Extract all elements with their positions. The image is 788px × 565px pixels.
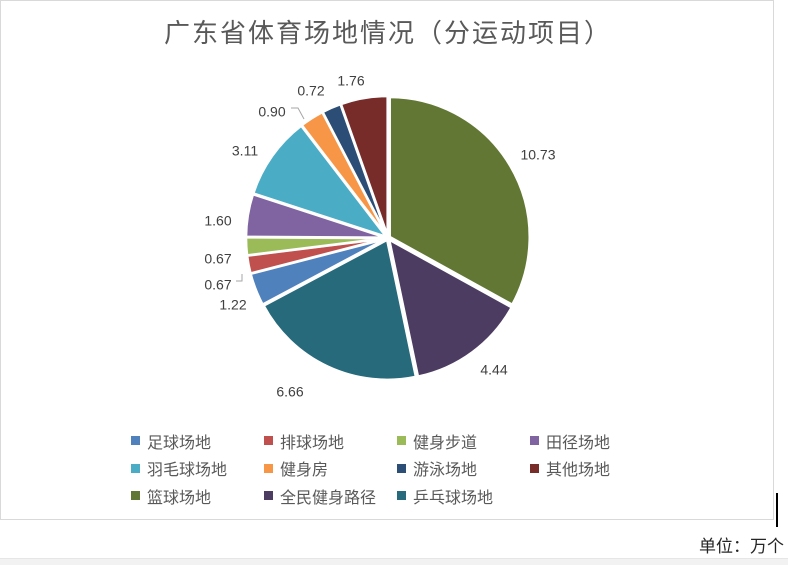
- pie-chart[interactable]: 10.73 4.44 6.66 1.22 0.67 0.67 1.60 3.11 0.90 0.7…: [1, 1, 775, 521]
- legend-row: 篮球场地 全民健身路径 乒乓球场地: [131, 482, 691, 510]
- legend-item[interactable]: 全民健身路径: [264, 484, 397, 508]
- leader-line: [291, 107, 305, 120]
- data-label: 4.44: [480, 362, 507, 378]
- legend-label: 健身房: [280, 460, 329, 480]
- legend-swatch-icon: [131, 491, 140, 501]
- status-strip: [0, 558, 788, 565]
- data-labels: 10.73 4.44 6.66 1.22 0.67 0.67 1.60 3.11 0.90 0.7…: [204, 73, 555, 400]
- data-label: 0.90: [258, 104, 285, 120]
- legend-item[interactable]: 其他场地: [530, 456, 663, 480]
- pie-slice-羽毛球场地[interactable]: [252, 124, 388, 239]
- legend-swatch-icon: [131, 463, 140, 473]
- data-label: 10.73: [520, 147, 555, 163]
- data-label: 6.66: [276, 384, 303, 400]
- legend-swatch-icon: [530, 436, 539, 446]
- legend-swatch-icon: [264, 491, 273, 501]
- legend-row: 足球场地 排球场地 健身步道 田径场地: [131, 427, 691, 455]
- legend-item[interactable]: 健身房: [264, 456, 397, 480]
- pie-slices: [244, 94, 531, 382]
- pie-slice-其他场地[interactable]: [339, 94, 389, 238]
- data-label: 3.11: [232, 143, 258, 159]
- legend-swatch-icon: [397, 491, 406, 501]
- legend-label: 游泳场地: [413, 460, 478, 480]
- pie-slice-篮球场地[interactable]: [388, 95, 531, 306]
- legend-label: 田径场地: [546, 432, 611, 452]
- chart-title: 广东省体育场地情况（分运动项目）: [163, 19, 612, 49]
- data-label: 1.76: [337, 73, 364, 89]
- unit-label: 单位：万个: [699, 537, 784, 557]
- pie-slice-全民健身路径[interactable]: [387, 238, 513, 378]
- leader-lines: [236, 107, 305, 282]
- legend-item[interactable]: 田径场地: [530, 429, 663, 453]
- legend-item[interactable]: 乒乓球场地: [397, 484, 530, 508]
- legend-label: 健身步道: [413, 432, 478, 452]
- legend-label: 足球场地: [147, 432, 212, 452]
- text-cursor: [776, 493, 778, 527]
- legend-label: 羽毛球场地: [147, 460, 228, 480]
- legend-item[interactable]: 篮球场地: [131, 484, 264, 508]
- data-label: 1.22: [219, 297, 246, 313]
- legend-swatch-icon: [131, 436, 140, 446]
- legend-item[interactable]: 足球场地: [131, 429, 264, 453]
- legend-label: 篮球场地: [147, 487, 212, 507]
- data-label: 0.67: [204, 251, 231, 267]
- chart-area[interactable]: 广东省体育场地情况（分运动项目） 10.73 4.44 6.66 1.22 0.67 0.…: [0, 0, 774, 520]
- legend-label: 乒乓球场地: [413, 487, 494, 507]
- legend-swatch-icon: [264, 436, 273, 446]
- chart-legend: 足球场地 排球场地 健身步道 田径场地羽毛球场地 健身房 游泳场地 其他场地篮球场地 全民健身…: [131, 427, 691, 510]
- pie-slice-乒乓球场地[interactable]: [262, 238, 418, 382]
- leader-line: [236, 274, 243, 282]
- data-label: 0.72: [297, 83, 324, 99]
- legend-label: 全民健身路径: [280, 487, 377, 507]
- data-label: 0.67: [204, 277, 231, 293]
- legend-item[interactable]: 羽毛球场地: [131, 456, 264, 480]
- legend-item[interactable]: 游泳场地: [397, 456, 530, 480]
- legend-swatch-icon: [397, 463, 406, 473]
- legend-row: 羽毛球场地 健身房 游泳场地 其他场地: [131, 455, 691, 483]
- legend-swatch-icon: [530, 463, 539, 473]
- legend-label: 其他场地: [546, 460, 611, 480]
- data-label: 1.60: [204, 213, 231, 229]
- legend-item[interactable]: 健身步道: [397, 429, 530, 453]
- legend-swatch-icon: [264, 463, 273, 473]
- legend-swatch-icon: [397, 436, 406, 446]
- legend-item[interactable]: 排球场地: [264, 429, 397, 453]
- legend-label: 排球场地: [280, 432, 345, 452]
